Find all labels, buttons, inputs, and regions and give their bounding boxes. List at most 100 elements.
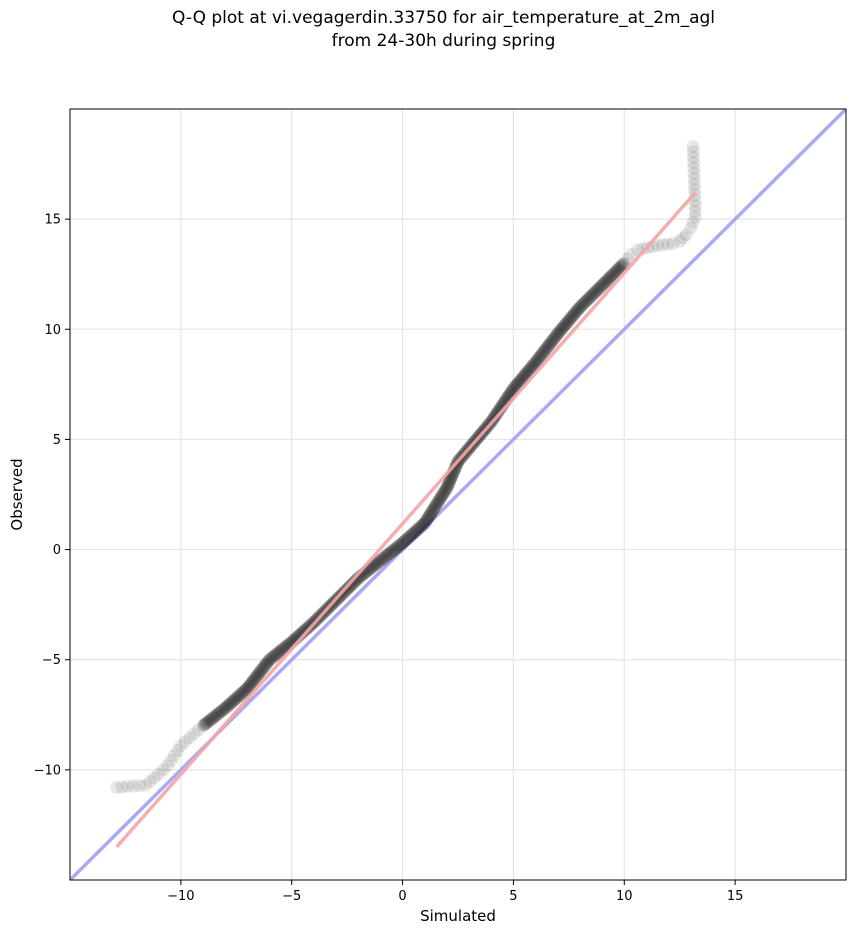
qq-point bbox=[597, 277, 611, 291]
qq-point bbox=[255, 663, 269, 677]
qq-point bbox=[541, 339, 555, 353]
qq-point bbox=[174, 739, 188, 753]
qq-point bbox=[550, 328, 564, 342]
qq-point bbox=[413, 521, 427, 535]
qq-point bbox=[242, 679, 256, 693]
qq-point bbox=[592, 282, 606, 296]
qq-point bbox=[515, 372, 529, 386]
qq-point bbox=[258, 658, 272, 672]
qq-point bbox=[511, 376, 525, 390]
x-tick-label: 15 bbox=[727, 889, 744, 904]
qq-point bbox=[429, 498, 443, 512]
qq-point bbox=[275, 643, 289, 657]
qq-point bbox=[548, 331, 562, 345]
qq-point bbox=[596, 278, 610, 292]
qq-point bbox=[575, 298, 589, 312]
qq-point bbox=[240, 681, 254, 695]
qq-point bbox=[236, 685, 250, 699]
qq-point bbox=[238, 683, 252, 697]
qq-point bbox=[373, 554, 387, 568]
qq-point bbox=[583, 290, 597, 304]
qq-point bbox=[425, 505, 439, 519]
qq-point bbox=[594, 280, 608, 294]
qq-point bbox=[421, 511, 435, 525]
qq-point bbox=[414, 519, 428, 533]
qq-point bbox=[297, 625, 311, 639]
qq-point bbox=[349, 573, 363, 587]
qq-point bbox=[341, 581, 355, 595]
qq-point bbox=[369, 557, 383, 571]
qq-point bbox=[389, 541, 403, 555]
qq-point bbox=[444, 472, 458, 486]
qq-point bbox=[602, 272, 616, 286]
qq-point bbox=[589, 285, 603, 299]
qq-point bbox=[687, 177, 701, 191]
qq-point bbox=[617, 257, 631, 271]
qq-point bbox=[591, 282, 605, 296]
qq-point bbox=[384, 545, 398, 559]
qq-point bbox=[569, 306, 583, 320]
qq-point bbox=[582, 291, 596, 305]
qq-point bbox=[442, 475, 456, 489]
qq-point bbox=[430, 497, 444, 511]
qq-point bbox=[527, 357, 541, 371]
qq-point bbox=[443, 474, 457, 488]
qq-point bbox=[587, 287, 601, 301]
qq-point bbox=[255, 662, 269, 676]
qq-point bbox=[605, 268, 619, 282]
qq-point bbox=[244, 677, 258, 691]
qq-point bbox=[547, 331, 561, 345]
qq-point bbox=[516, 370, 530, 384]
qq-point bbox=[599, 274, 613, 288]
qq-point bbox=[232, 689, 246, 703]
qq-point bbox=[611, 263, 625, 277]
qq-point bbox=[220, 699, 234, 713]
qq-point bbox=[204, 713, 218, 727]
qq-point bbox=[561, 315, 575, 329]
qq-point bbox=[371, 555, 385, 569]
reference-line-layer bbox=[70, 109, 846, 880]
qq-point bbox=[267, 649, 281, 663]
qq-point bbox=[590, 283, 604, 297]
qq-point bbox=[427, 502, 441, 516]
qq-point bbox=[449, 460, 463, 474]
qq-point bbox=[522, 364, 536, 378]
qq-point bbox=[565, 309, 579, 323]
qq-point bbox=[572, 302, 586, 316]
qq-point bbox=[587, 286, 601, 300]
qq-point bbox=[581, 292, 595, 306]
qq-point bbox=[528, 356, 542, 370]
qq-point bbox=[380, 549, 394, 563]
qq-point bbox=[508, 379, 522, 393]
qq-point bbox=[239, 683, 253, 697]
qq-point bbox=[208, 709, 222, 723]
qq-point bbox=[240, 682, 254, 696]
qq-point bbox=[560, 315, 574, 329]
qq-point bbox=[666, 236, 680, 250]
qq-point bbox=[374, 553, 388, 567]
qq-point bbox=[147, 771, 161, 785]
qq-point bbox=[343, 580, 357, 594]
qq-point bbox=[243, 677, 257, 691]
qq-point bbox=[376, 552, 390, 566]
qq-point bbox=[519, 367, 533, 381]
qq-point bbox=[418, 515, 432, 529]
qq-point bbox=[608, 265, 622, 279]
qq-point bbox=[247, 673, 261, 687]
qq-point bbox=[490, 407, 504, 421]
qq-point bbox=[420, 512, 434, 526]
qq-point bbox=[489, 407, 503, 421]
qq-point bbox=[570, 303, 584, 317]
qq-point bbox=[442, 476, 456, 490]
qq-point bbox=[252, 666, 266, 680]
qq-point bbox=[183, 731, 197, 745]
qq-point bbox=[687, 161, 701, 175]
qq-point bbox=[219, 701, 233, 715]
qq-point bbox=[235, 686, 249, 700]
qq-point bbox=[532, 351, 546, 365]
qq-point bbox=[673, 234, 687, 248]
qq-point bbox=[579, 294, 593, 308]
qq-point bbox=[222, 698, 236, 712]
qq-point bbox=[343, 579, 357, 593]
qq-point bbox=[226, 694, 240, 708]
